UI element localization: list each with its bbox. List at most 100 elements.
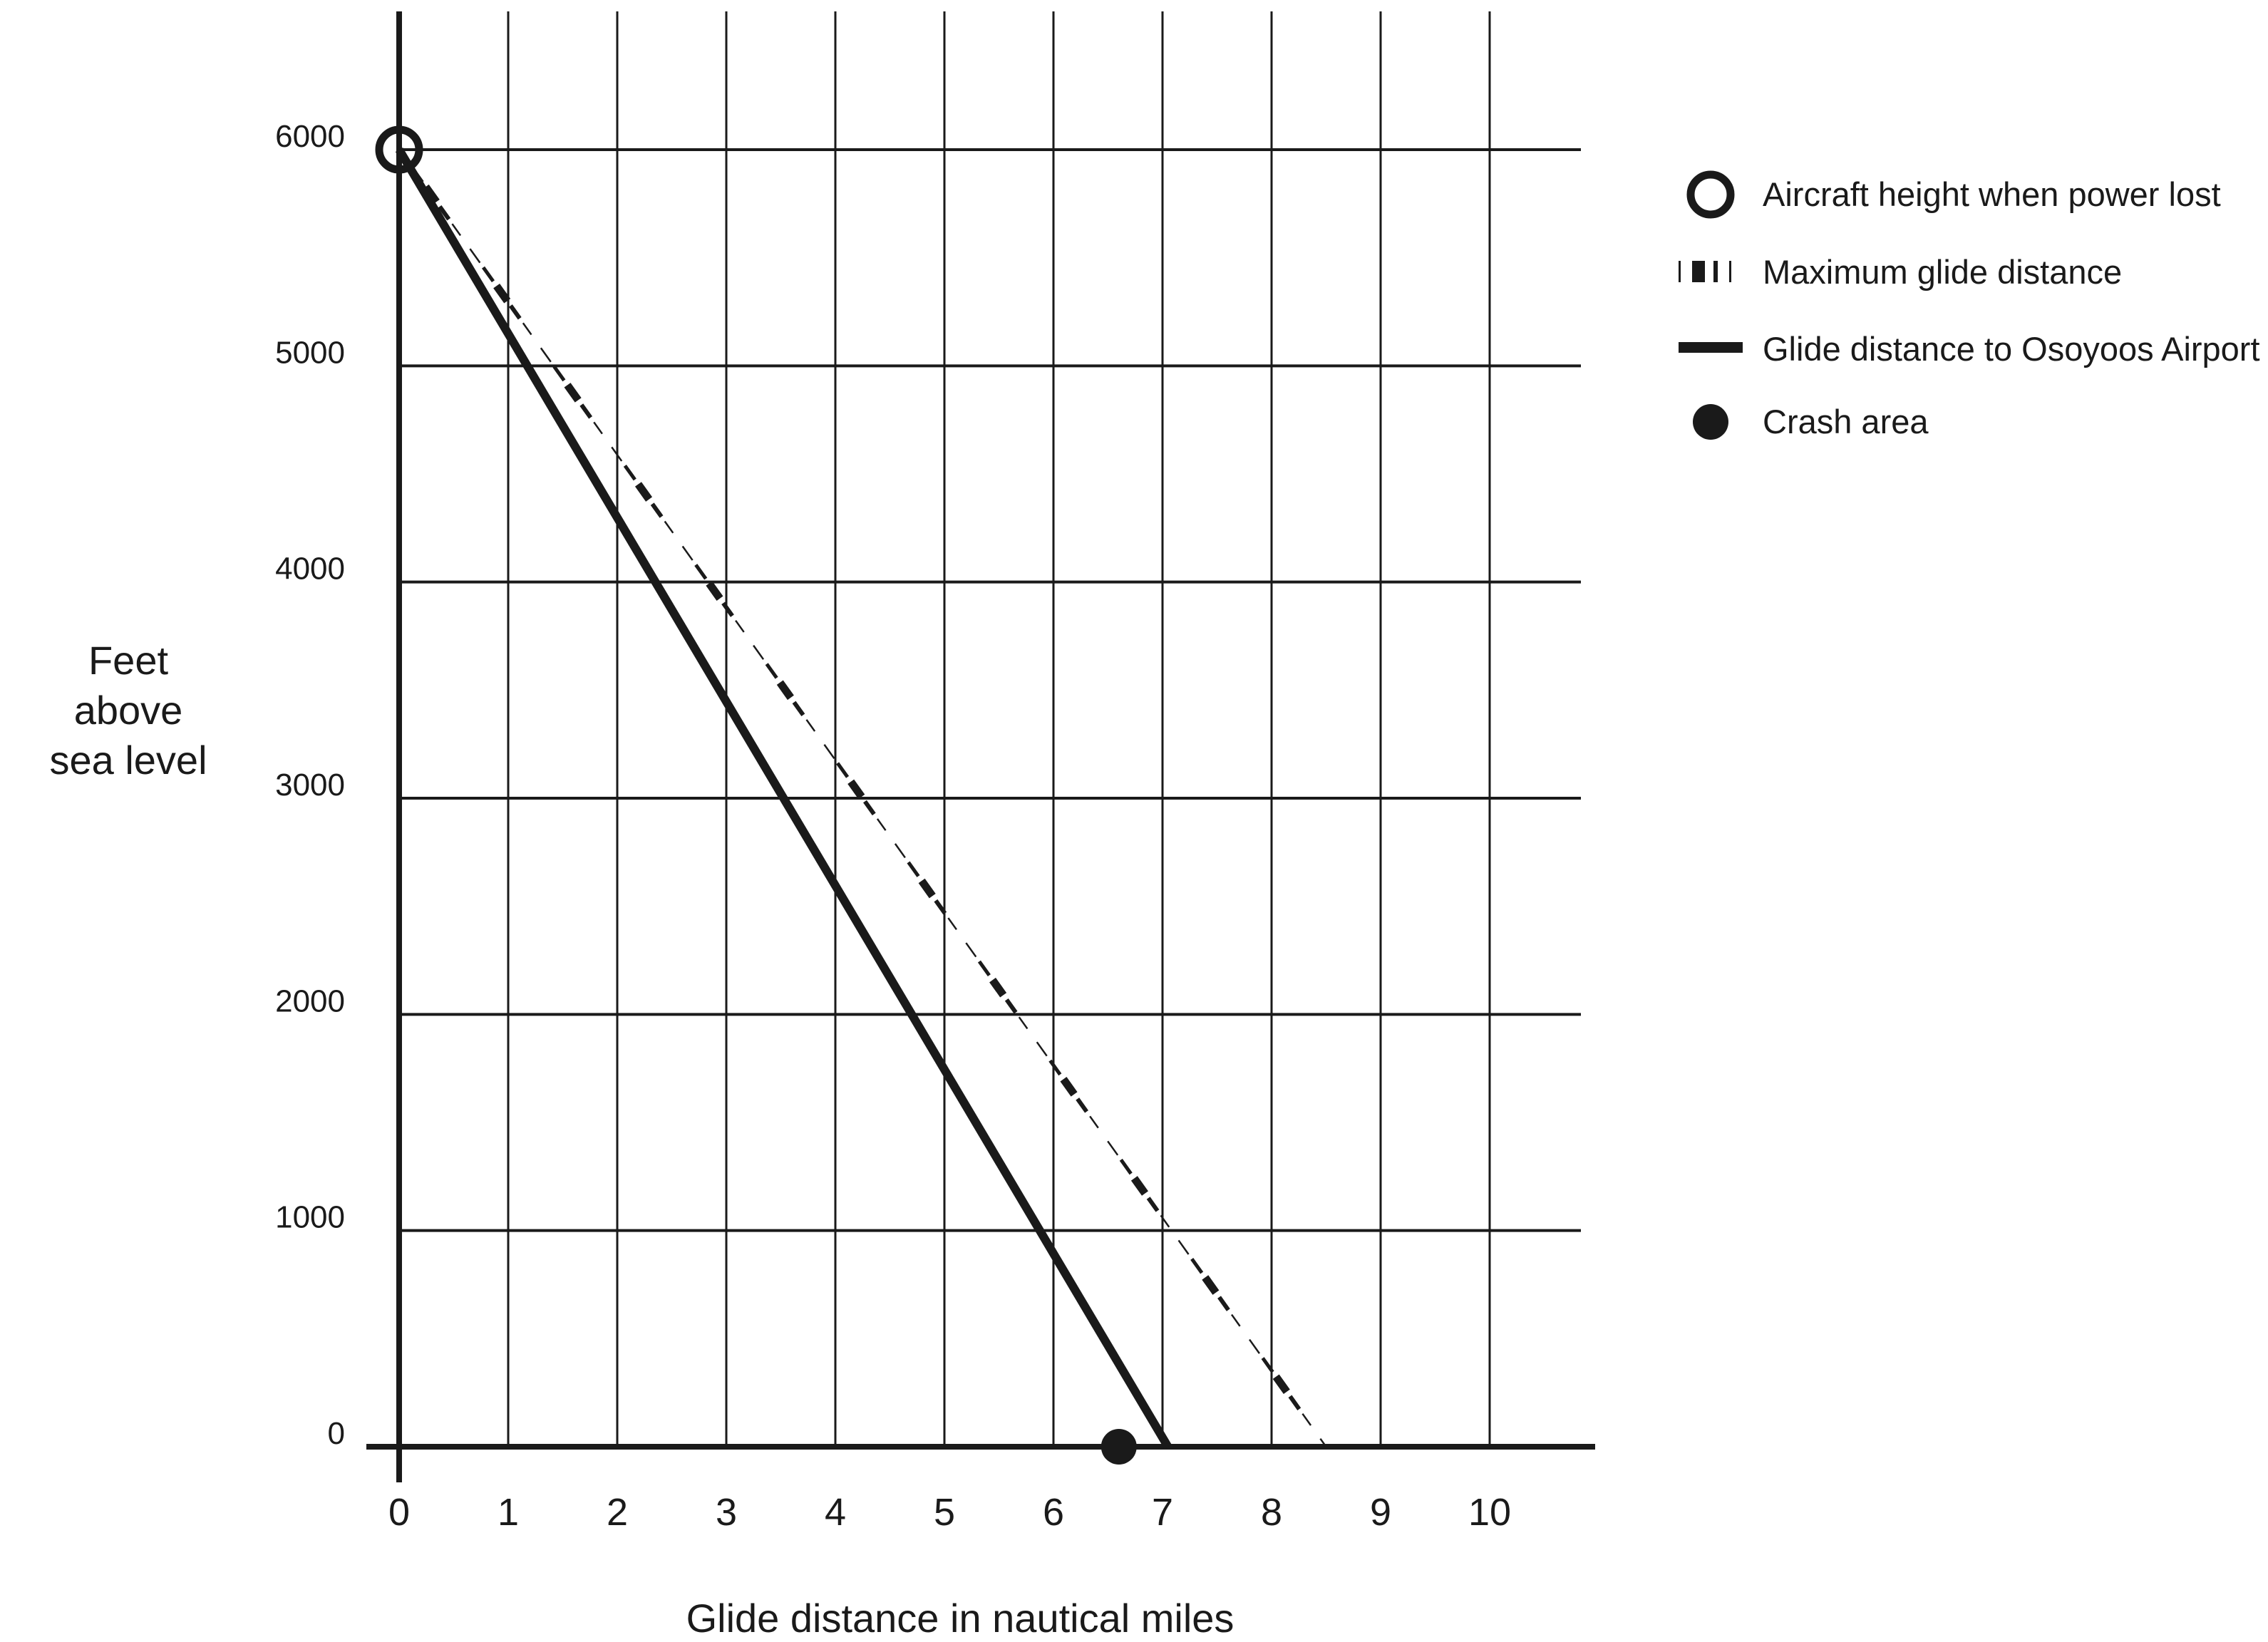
maximum-glide-dash [805,719,816,732]
maximum-glide-dash [1160,1214,1170,1228]
markers [375,125,1137,1465]
power-lost-marker [375,125,423,174]
maximum-glide-dash [664,520,674,534]
x-tick-label: 2 [607,1491,628,1534]
y-tick-label: 1000 [275,1200,345,1235]
x-tick-label: 8 [1261,1491,1282,1534]
y-tick-label: 3000 [275,768,345,802]
maximum-glide-dash [469,248,481,264]
x-tick-labels: 0 1 2 3 4 5 6 7 8 9 10 [388,1491,1511,1534]
solid-line-icon [1679,342,1743,353]
y-tick-label: 5000 [275,335,345,370]
maximum-glide-dash [1018,1016,1029,1030]
legend-label-aircraft-height: Aircraft height when power lost [1763,175,2221,213]
maximum-glide-dash [765,663,778,679]
maximum-glide-dash [1004,998,1018,1014]
maximum-glide-dash [918,878,936,899]
y-tick-label: 0 [328,1416,345,1451]
maximum-glide-dash [1089,1115,1099,1129]
maximum-glide-dash [1119,1158,1133,1175]
legend-item-maximum-glide: Maximum glide distance [1679,253,2122,291]
maximum-glide-dash [611,446,623,462]
axes [366,11,1595,1482]
legend-label-maximum-glide: Maximum glide distance [1763,253,2122,291]
maximum-glide-dash [1202,1275,1220,1295]
maximum-glide-dash [522,322,532,336]
maximum-glide-dash [1261,1357,1274,1373]
maximum-glide-dash [1177,1239,1190,1255]
series [395,147,1327,1450]
maximum-glide-dash [1301,1413,1312,1426]
maximum-glide-dash [876,818,887,831]
x-tick-label: 10 [1468,1491,1511,1534]
maximum-glide-dash [847,779,865,800]
x-tick-label: 1 [498,1491,519,1534]
y-tick-label: 4000 [275,552,345,587]
x-tick-label: 6 [1043,1491,1064,1534]
x-axis-label: Glide distance in nautical miles [686,1596,1234,1641]
maximum-glide-dash [681,545,694,561]
maximum-glide-dash [451,223,462,237]
maximum-glide-dash [721,601,734,617]
maximum-glide-dash [1272,1374,1290,1394]
legend-item-glide-to-airport: Glide distance to Osoyoos Airport [1679,330,2260,368]
maximum-glide-dash [1319,1437,1327,1447]
y-axis-label-line-2: above [74,688,183,733]
y-axis-label-line-3: sea level [49,738,207,783]
maximum-glide-dash [792,701,805,717]
maximum-glide-dash [564,383,582,403]
legend-item-crash-area: Crash area [1693,403,1929,440]
maximum-glide-dash [823,744,835,760]
y-axis-label-line-1: Feet [88,638,168,683]
glide-to-airport-line [395,147,1172,1450]
maximum-glide-dash [863,800,876,816]
y-tick-label: 6000 [275,119,345,154]
legend: Aircraft height when power lost Maximum … [1679,170,2260,440]
maximum-glide-dash [907,861,920,877]
maximum-glide-dash [508,304,522,320]
y-tick-labels: 0 1000 2000 3000 4000 5000 6000 [275,119,345,1451]
legend-item-aircraft-height: Aircraft height when power lost [1686,170,2221,219]
dashed-line-icon [1679,261,1731,282]
maximum-glide-dash [481,266,495,283]
maximum-glide-dash [1217,1296,1230,1311]
maximum-glide-dash [1048,1059,1062,1076]
x-tick-label: 0 [388,1491,410,1534]
hollow-circle-icon [1686,170,1735,219]
maximum-glide-dash [552,365,566,382]
maximum-glide-dash [1130,1176,1148,1196]
maximum-glide-dash [965,942,977,958]
maximum-glide-dash [776,680,794,701]
maximum-glide-dash [894,843,906,859]
maximum-glide-dash [1288,1395,1301,1410]
maximum-glide-dash [1060,1077,1078,1097]
maximum-glide-dash [706,581,723,601]
maximum-glide-dash [650,502,664,518]
x-tick-label: 9 [1370,1491,1391,1534]
legend-label-crash-area: Crash area [1763,403,1929,440]
x-tick-label: 4 [825,1491,846,1534]
maximum-glide-dash [735,619,745,633]
maximum-glide-dash [947,917,957,931]
maximum-glide-dash [1076,1098,1088,1113]
maximum-glide-dash [989,977,1007,998]
maximum-glide-dash [1230,1313,1241,1327]
grid [399,11,1581,1447]
x-tick-label: 3 [716,1491,737,1534]
y-tick-label: 2000 [275,983,345,1018]
maximum-glide-dash [579,403,593,419]
maximum-glide-dash [493,284,511,304]
maximum-glide-dash [593,421,603,435]
maximum-glide-dash [438,205,451,221]
maximum-glide-dash [977,960,991,977]
maximum-glide-dash [623,464,636,481]
maximum-glide-dash [1190,1258,1204,1274]
maximum-glide-dash [694,564,708,580]
maximum-glide-dash [753,644,765,660]
x-tick-label: 7 [1152,1491,1173,1534]
maximum-glide-dash [934,899,947,915]
maximum-glide-dash [634,482,653,502]
maximum-glide-dash [540,347,552,363]
